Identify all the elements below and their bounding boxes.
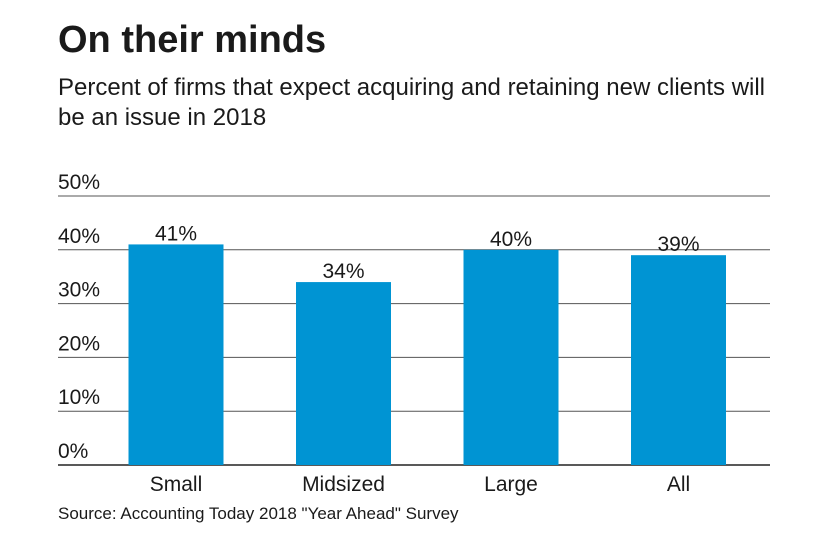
chart-subtitle: Percent of firms that expect acquiring a… [58,74,766,131]
category-label: Midsized [302,473,385,496]
category-label: Large [484,473,538,496]
value-label: 34% [322,260,364,283]
category-label: All [667,473,690,496]
category-label: Small [150,473,203,496]
y-tick-label: 10% [58,386,100,409]
bar-all [631,255,726,465]
value-label: 39% [657,233,699,256]
value-labels: 41% 34% 40% 39% [155,222,700,283]
source-note: Source: Accounting Today 2018 "Year Ahea… [58,504,459,523]
bar-small [128,244,224,465]
y-tick-label: 0% [58,440,88,463]
value-label: 41% [155,222,197,245]
bar-midsized [296,282,391,465]
y-tick-label: 50% [58,171,100,194]
y-axis-ticks: 0% 10% 20% 30% 40% 50% [58,171,100,463]
x-axis-categories: Small Midsized Large All [150,473,690,496]
y-tick-label: 20% [58,332,100,355]
y-tick-label: 40% [58,225,100,248]
chart-title: On their minds [58,19,327,61]
y-tick-label: 30% [58,279,100,302]
bars [128,244,726,465]
value-label: 40% [490,228,532,251]
bar-large [463,249,559,465]
